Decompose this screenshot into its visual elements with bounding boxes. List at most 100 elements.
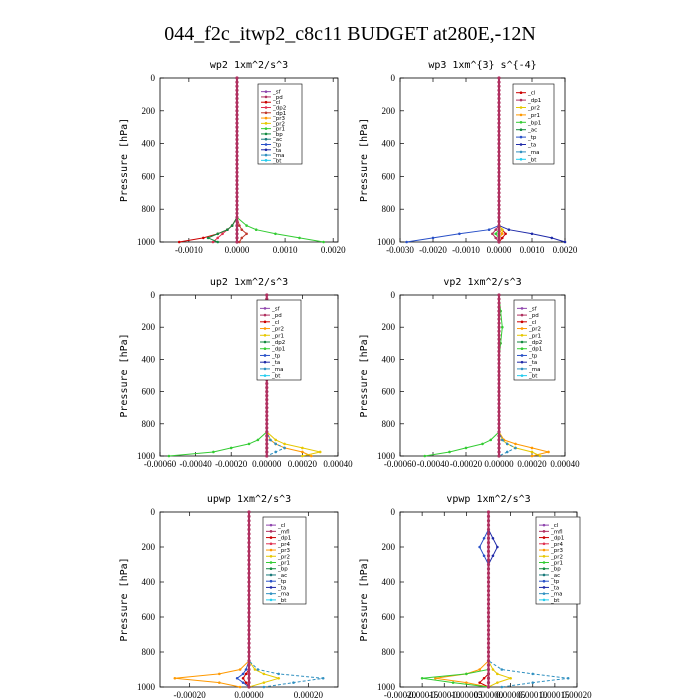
zero-profile-marker: [247, 659, 251, 663]
data-point: [531, 672, 535, 676]
x-tick-label: 0.0000: [487, 245, 512, 255]
data-point: [494, 228, 498, 231]
plot-frame: [399, 294, 566, 457]
legend-label: _dp2: [528, 340, 542, 346]
y-tick-label: 1000: [137, 682, 156, 692]
legend-marker: [520, 307, 524, 310]
data-point: [563, 240, 567, 244]
zero-profile-marker: [247, 672, 251, 676]
legend-marker: [269, 592, 273, 595]
legend-label: _ta: [528, 360, 537, 366]
zero-profile-marker: [497, 369, 501, 374]
zero-profile-marker: [497, 305, 501, 309]
legend-label: _dp2: [271, 340, 285, 346]
zero-profile-marker: [235, 150, 239, 154]
legend-label: _cl: [550, 523, 559, 529]
data-point: [478, 681, 481, 684]
data-point: [235, 676, 239, 680]
zero-profile-marker: [497, 76, 501, 80]
series-line-dp1: [168, 294, 271, 457]
chart-panels: wp2 1xm^2/s^3 Pressure [hPa] 0 200 400 600 800…: [119, 60, 592, 700]
data-point: [494, 236, 498, 240]
data-point: [482, 676, 486, 680]
zero-profile-marker: [247, 619, 251, 623]
zero-profile-marker: [486, 667, 491, 672]
zero-profile-marker: [265, 414, 269, 418]
zero-profile-marker: [247, 681, 251, 685]
zero-profile-marker: [247, 514, 251, 518]
zero-profile-marker: [497, 394, 501, 398]
legend-marker: [542, 536, 546, 539]
y-tick-label: 200: [142, 106, 156, 116]
zero-profile-marker: [247, 646, 251, 650]
legend-marker: [519, 143, 523, 146]
zero-profile-marker: [486, 545, 491, 549]
legend-label: _tp: [277, 579, 287, 585]
legend-label: _ta: [550, 585, 559, 591]
data-point: [491, 232, 494, 236]
legend-label: _ta: [272, 148, 281, 154]
legend-marker: [520, 320, 524, 324]
zero-profile-marker: [497, 125, 501, 129]
y-tick-label: 400: [382, 139, 396, 149]
legend-marker: [542, 592, 546, 595]
legend: _cl_mfl_dp1_pr4_pr3_pr2_pr1_bp_ac_tp_ta_…: [535, 516, 581, 605]
zero-profile-marker: [497, 373, 501, 378]
legend-label: _sf: [528, 306, 538, 312]
data-point: [238, 240, 241, 244]
legend-marker: [269, 586, 273, 589]
data-point: [500, 685, 504, 689]
zero-profile-marker: [486, 685, 491, 689]
zero-profile-marker: [235, 170, 239, 174]
zero-profile-marker: [247, 667, 251, 672]
zero-profile-marker: [497, 390, 501, 394]
zero-profile-marker: [235, 191, 239, 195]
legend-label: _ac: [272, 137, 282, 143]
panel-title: vp2 1xm^2/s^3: [443, 277, 521, 288]
zero-profile-marker: [247, 676, 251, 680]
zero-profile-marker: [247, 567, 251, 571]
legend-label: _pr1: [271, 333, 284, 339]
legend-marker: [519, 113, 523, 117]
zero-profile-marker: [497, 422, 501, 426]
zero-profile-marker: [247, 584, 251, 588]
x-tick-label: -0.0010: [175, 245, 203, 255]
legend-marker: [520, 347, 524, 351]
zero-profile-marker: [247, 545, 251, 549]
zero-profile-marker: [265, 394, 269, 398]
series-line-dp2: [212, 78, 238, 243]
zero-profile-marker: [247, 541, 251, 545]
legend-marker: [269, 548, 273, 552]
zero-profile-marker: [265, 446, 269, 450]
legend-marker: [269, 536, 273, 539]
zero-profile-marker: [265, 418, 269, 422]
zero-profile-marker: [497, 80, 501, 84]
legend-marker: [520, 360, 524, 364]
data-point: [481, 442, 484, 446]
zero-profile-marker: [486, 676, 491, 680]
legend-marker: [263, 347, 267, 351]
zero-profile-marker: [497, 357, 501, 361]
legend-label: _bt: [550, 598, 560, 604]
y-tick-label: 400: [382, 577, 396, 587]
zero-profile-marker: [497, 121, 501, 125]
legend-marker: [520, 354, 524, 357]
zero-profile-marker: [235, 178, 239, 183]
legend-label: _pr3: [277, 548, 291, 554]
data-point: [531, 681, 535, 684]
zero-profile-marker: [247, 558, 251, 562]
legend-marker: [542, 554, 546, 558]
plot-frame: [159, 77, 339, 243]
zero-profile-marker: [486, 558, 491, 562]
legend-label: _ma: [528, 367, 540, 373]
y-tick-label: 800: [142, 419, 156, 429]
zero-profile-marker: [497, 293, 501, 297]
zero-profile-marker: [486, 523, 491, 527]
x-tick-label: 0.00000: [484, 459, 514, 469]
data-point: [465, 681, 468, 684]
zero-profile-marker: [497, 406, 501, 410]
data-point: [238, 668, 242, 671]
legend-label: _pr2: [528, 327, 541, 333]
legend-label: _dp1: [271, 347, 285, 353]
y-axis-label: Pressure [hPa]: [359, 118, 370, 202]
